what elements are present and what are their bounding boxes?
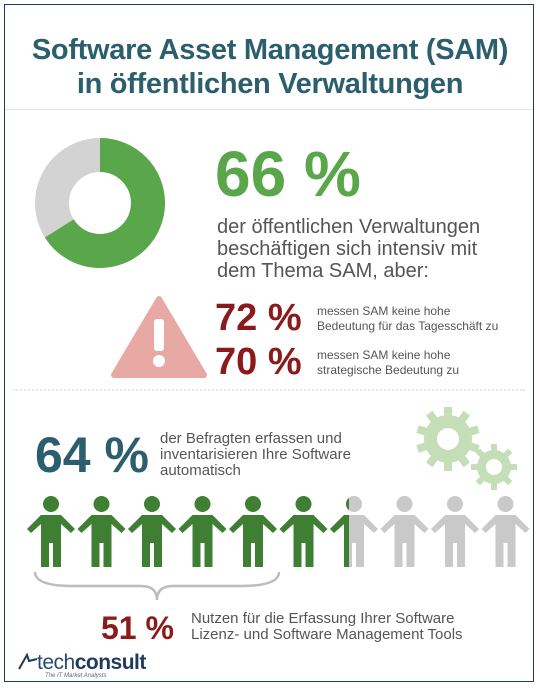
divider-middle bbox=[13, 389, 525, 391]
title-line-1: Software Asset Management (SAM) bbox=[31, 34, 509, 66]
stat-51-value: 51 % bbox=[101, 610, 174, 646]
person-icon-grey bbox=[330, 496, 378, 567]
brace bbox=[33, 571, 281, 601]
person-icon-green bbox=[229, 496, 277, 567]
person-icon-grey bbox=[431, 496, 479, 567]
person-icon-grey bbox=[380, 496, 429, 567]
stat-64-value: 64 % bbox=[35, 427, 149, 483]
stat-70-value: 70 % bbox=[215, 341, 302, 383]
person-icon-green bbox=[279, 496, 328, 567]
person-icon-partial bbox=[330, 497, 349, 567]
title-line-2: in öffentlichen Verwaltungen bbox=[76, 68, 464, 100]
people-row bbox=[27, 496, 530, 567]
stat-70-line-1: messen SAM keine hohe bbox=[317, 348, 451, 362]
stat-72-line-2: Bedeutung für das Tagesschäft zu bbox=[317, 319, 499, 333]
person-icon-green bbox=[27, 496, 75, 567]
stat-72-value: 72 % bbox=[215, 297, 302, 339]
person-icon-green bbox=[77, 496, 126, 567]
stat-64-line-2: inventarisieren Ihre Software bbox=[160, 446, 351, 463]
donut-chart bbox=[35, 138, 165, 268]
stat-64-line-1: der Befragten erfassen und bbox=[160, 430, 342, 447]
divider-top bbox=[5, 109, 533, 110]
stat-66-line-1: der öffentlichen Verwaltungen bbox=[217, 216, 481, 238]
stat-72-line-1: messen SAM keine hohe bbox=[317, 304, 451, 318]
stat-66-value: 66 % bbox=[215, 138, 361, 210]
stat-66-line-2: beschäftigen sich intensiv mit bbox=[217, 238, 478, 260]
stat-64-line-3: automatisch bbox=[160, 462, 241, 479]
logo-wordmark: techconsult bbox=[37, 651, 146, 675]
stat-66-line-3: dem Thema SAM, aber: bbox=[217, 260, 429, 282]
stat-51-line-1: Nutzen für die Erfassung Ihrer Software bbox=[191, 610, 455, 627]
logo-brand-a: tech bbox=[37, 651, 75, 674]
infographic: Software Asset Management (SAM) in öffen… bbox=[4, 4, 534, 682]
donut-share bbox=[35, 138, 165, 268]
person-icon-green bbox=[128, 496, 176, 567]
warning-icon bbox=[111, 296, 207, 378]
gears-icon bbox=[416, 407, 517, 490]
stat-51-line-2: Lizenz- und Software Management Tools bbox=[191, 626, 463, 643]
logo-tagline: The IT Market Analysts bbox=[45, 673, 107, 679]
logo-brand-b: consult bbox=[74, 651, 147, 674]
techconsult-logo-icon bbox=[18, 652, 38, 670]
person-icon-green bbox=[178, 496, 227, 567]
person-icon-grey bbox=[481, 496, 530, 567]
stat-70-line-2: strategische Bedeutung zu bbox=[317, 363, 460, 377]
